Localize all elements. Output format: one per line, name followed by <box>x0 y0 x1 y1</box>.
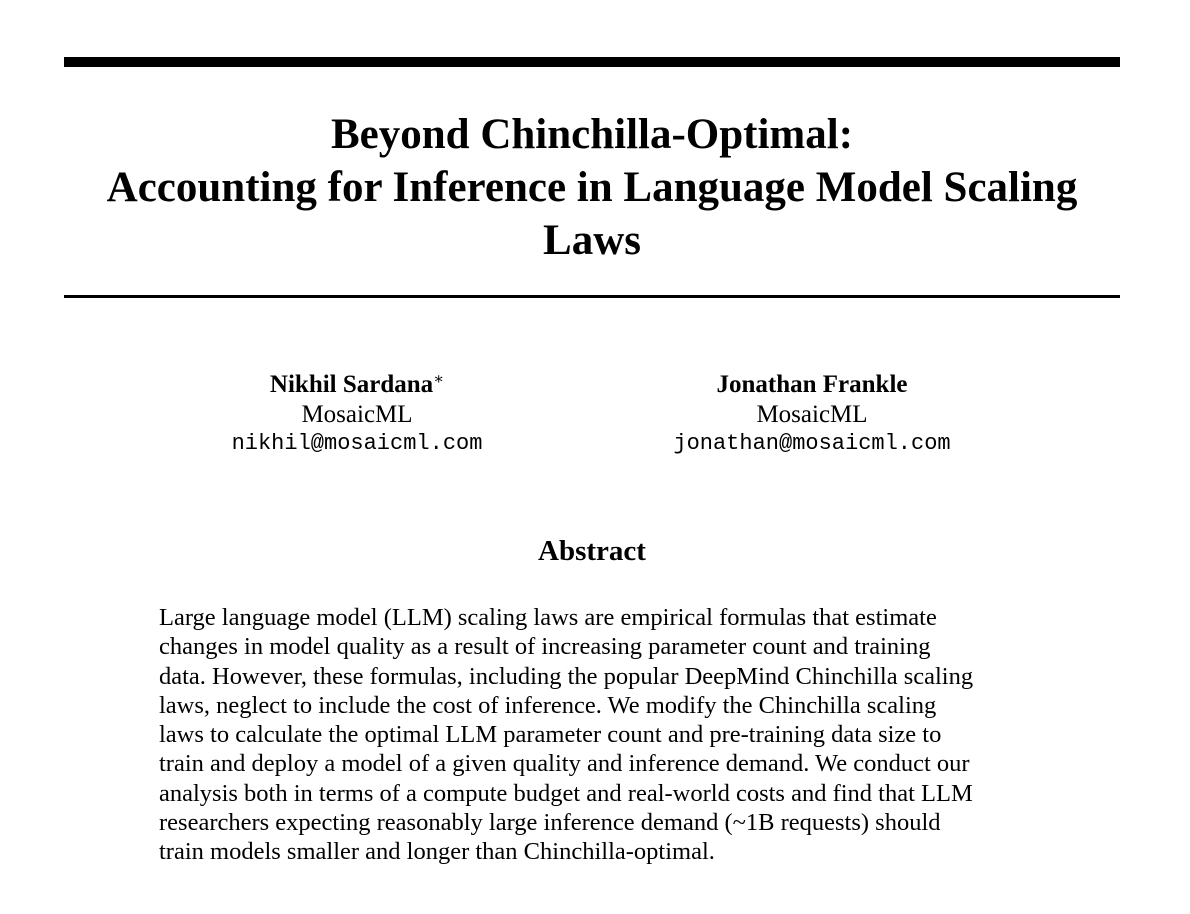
abstract-line: analysis both in terms of a compute budg… <box>159 779 973 807</box>
abstract-line: train and deploy a model of a given qual… <box>159 750 970 778</box>
abstract-body: Large language model (LLM) scaling laws … <box>159 603 1039 867</box>
abstract-line: Large language model (LLM) scaling laws … <box>159 604 937 631</box>
author-block: Nikhil Sardana∗ MosaicML nikhil@mosaicml… <box>147 370 567 459</box>
title-line: Beyond Chinchilla-Optimal: <box>330 111 854 158</box>
author-email: nikhil@mosaicml.com <box>231 431 483 456</box>
abstract-line: laws, neglect to include the cost of inf… <box>159 691 937 719</box>
abstract-line: changes in model quality as a result of … <box>159 633 931 661</box>
author-email: jonathan@mosaicml.com <box>673 431 951 456</box>
author-block: Jonathan Frankle MosaicML jonathan@mosai… <box>602 370 1022 459</box>
author-affiliation: MosaicML <box>301 401 413 428</box>
abstract-line: laws to calculate the optimal LLM parame… <box>159 721 942 749</box>
abstract-line: train models smaller and longer than Chi… <box>159 838 715 866</box>
abstract-line: researchers expecting reasonably large i… <box>159 809 941 837</box>
paper-title: Beyond Chinchilla-Optimal: Accounting fo… <box>64 108 1120 267</box>
abstract-heading: Abstract <box>538 535 646 567</box>
author-name: Nikhil Sardana∗ <box>269 371 445 398</box>
author-name: Jonathan Frankle <box>716 371 908 398</box>
footnote-mark: ∗ <box>433 371 445 388</box>
title-line: Accounting for Inference in Language Mod… <box>106 164 1078 211</box>
title-bottom-rule <box>64 295 1120 298</box>
abstract-line: data. However, these formulas, including… <box>159 662 974 690</box>
top-thick-rule <box>64 57 1120 67</box>
author-affiliation: MosaicML <box>756 401 868 428</box>
title-line: Laws <box>543 217 641 264</box>
